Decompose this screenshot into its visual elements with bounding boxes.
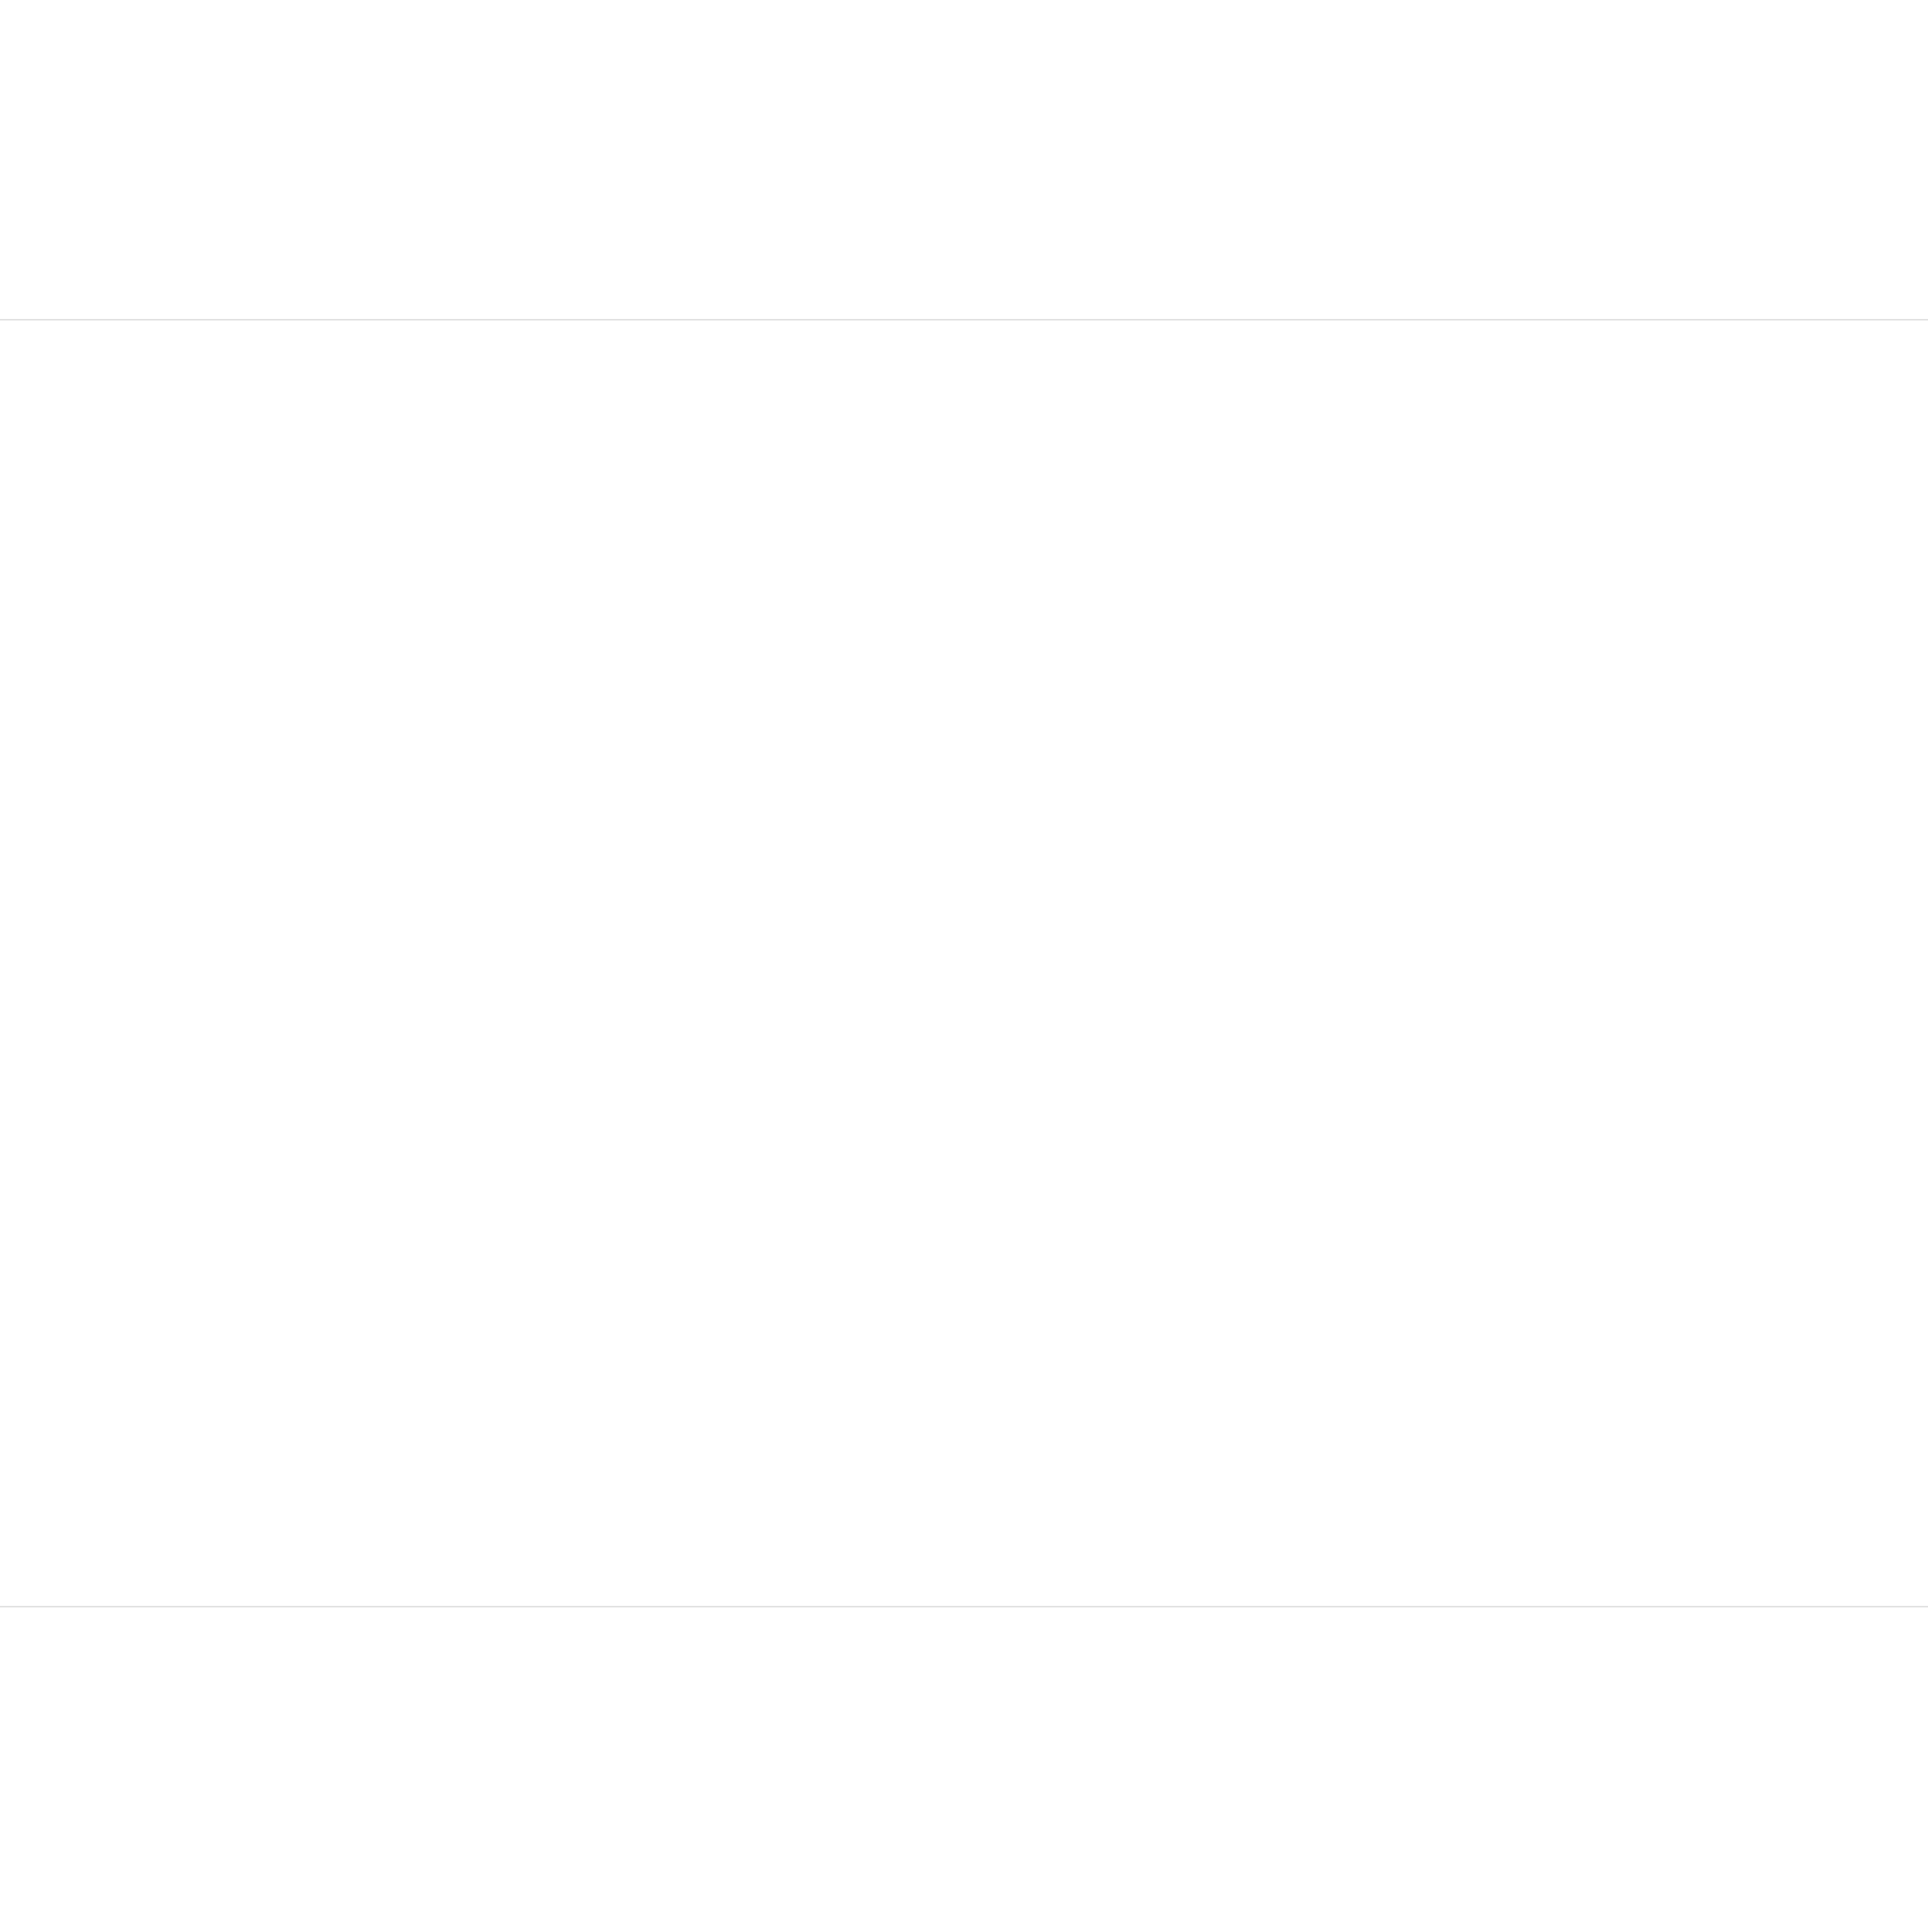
page-band	[0, 321, 1928, 1607]
